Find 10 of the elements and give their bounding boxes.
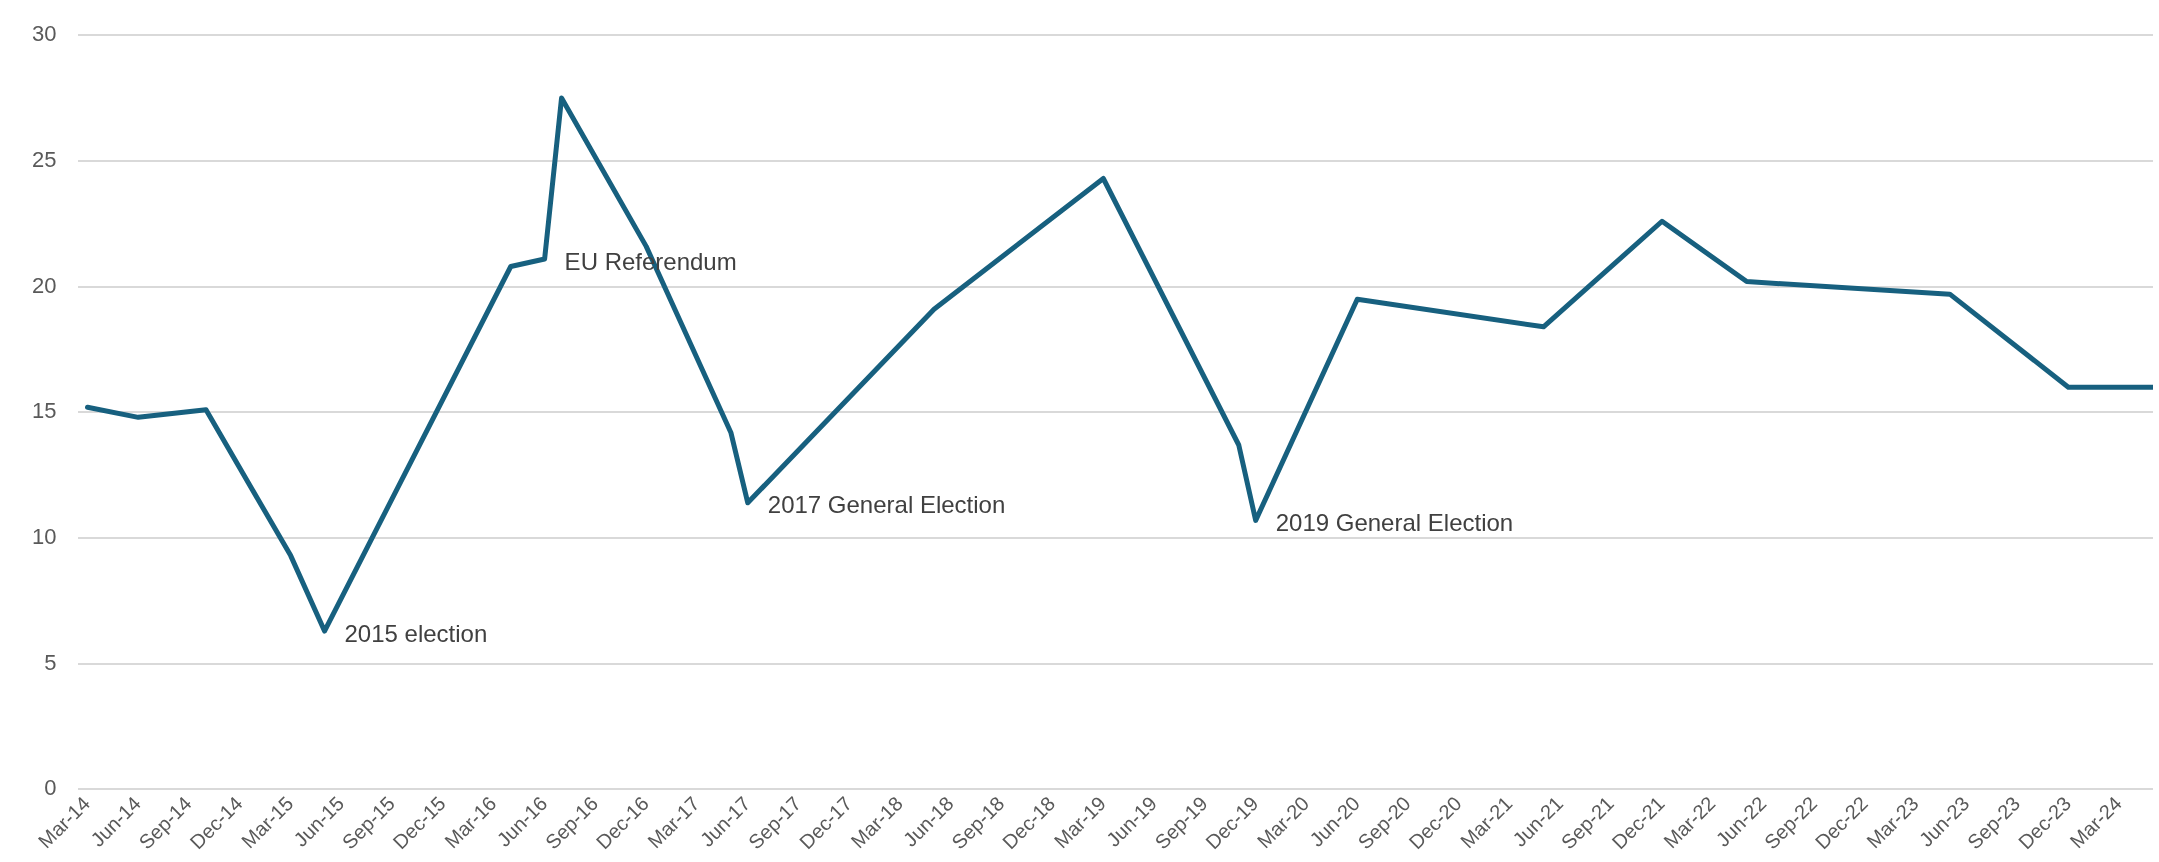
annotation: 2019 General Election <box>1275 509 1514 537</box>
y-tick-label: 5 <box>44 649 57 675</box>
y-tick-label: 0 <box>44 775 57 801</box>
y-tick-label: 25 <box>31 146 57 172</box>
annotation: 2017 General Election <box>767 491 1006 519</box>
y-tick-label: 20 <box>31 272 57 298</box>
y-tick-label: 30 <box>31 21 57 47</box>
y-tick-label: 10 <box>31 524 57 550</box>
y-tick-label: 15 <box>31 398 57 424</box>
annotation: 2015 election <box>344 619 488 647</box>
